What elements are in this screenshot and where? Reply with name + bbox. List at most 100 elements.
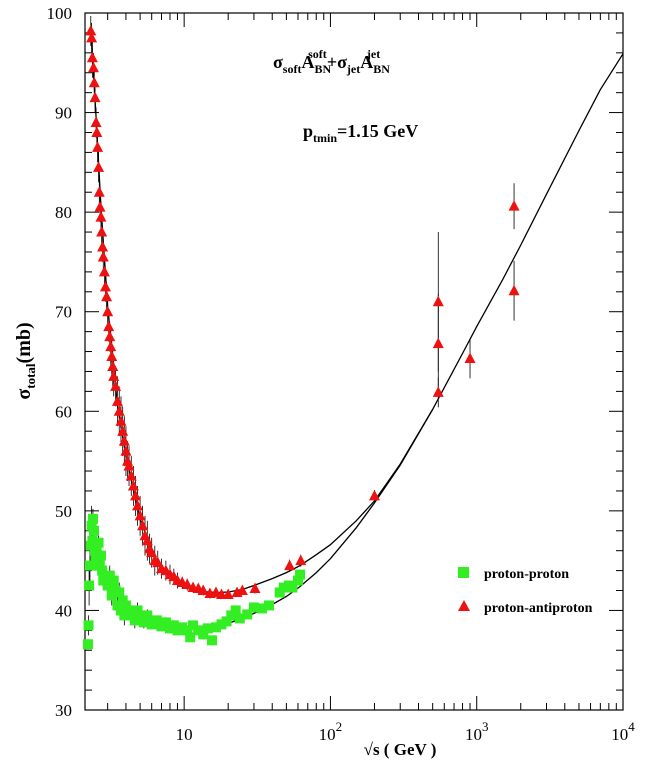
pbar-point bbox=[94, 201, 106, 212]
pp-point bbox=[230, 605, 241, 616]
pp-point bbox=[198, 629, 209, 640]
pbar-point bbox=[197, 584, 209, 596]
pp-point bbox=[87, 513, 98, 524]
y-tick-label: 40 bbox=[55, 601, 72, 620]
fit-pbar-curve bbox=[90, 27, 434, 594]
legend-marker-pbar bbox=[458, 600, 470, 611]
pp-point bbox=[151, 615, 162, 626]
pbar-point bbox=[113, 405, 125, 416]
pbar-point bbox=[104, 330, 116, 342]
pbar-point bbox=[432, 295, 444, 307]
pp-point bbox=[295, 569, 306, 580]
pbar-point bbox=[106, 350, 118, 362]
y-tick-label: 30 bbox=[55, 701, 72, 720]
pbar-point bbox=[95, 211, 107, 222]
x-axis-label: √s ( GeV ) bbox=[364, 740, 437, 759]
pbar-point bbox=[117, 425, 129, 436]
y-tick-label: 90 bbox=[55, 104, 72, 123]
pbar-point bbox=[141, 534, 153, 546]
pp-point bbox=[177, 622, 188, 633]
pbar-point bbox=[125, 470, 137, 481]
pp-point bbox=[188, 620, 199, 631]
pp-point bbox=[292, 575, 303, 586]
pp-point bbox=[278, 582, 289, 593]
pbar-point bbox=[96, 226, 108, 237]
pbar-point bbox=[89, 91, 101, 103]
pbar-point bbox=[87, 61, 99, 73]
pbar-point bbox=[110, 380, 122, 391]
pp-point bbox=[132, 605, 143, 616]
pbar-point bbox=[97, 250, 109, 262]
pp-point bbox=[182, 625, 193, 636]
pp-point bbox=[263, 600, 274, 611]
x-tick-labels: 10 102 103 104 bbox=[176, 719, 636, 744]
pbar-point bbox=[100, 280, 112, 292]
pbar-point bbox=[508, 284, 520, 296]
pbar-point bbox=[137, 519, 149, 531]
y-tick-label: 80 bbox=[55, 203, 72, 222]
pbar-point bbox=[432, 386, 444, 397]
pp-point bbox=[234, 613, 245, 624]
pp-point bbox=[221, 616, 232, 627]
x-tick-label: 102 bbox=[319, 719, 343, 744]
pp-point bbox=[95, 550, 106, 561]
pp-point bbox=[114, 587, 125, 598]
pbar-point bbox=[90, 116, 102, 128]
y-tick-label: 60 bbox=[55, 402, 72, 421]
pp-point bbox=[83, 620, 94, 631]
pbar-point bbox=[249, 582, 261, 594]
pbar-point bbox=[464, 352, 476, 364]
pbar-point bbox=[93, 161, 105, 172]
pp-point bbox=[82, 639, 93, 650]
pp-point bbox=[142, 610, 153, 621]
pp-point bbox=[210, 622, 221, 633]
pbar-point bbox=[134, 509, 146, 521]
pbar-point bbox=[103, 320, 115, 332]
pbar-point bbox=[111, 395, 123, 406]
plot-frame bbox=[84, 12, 624, 711]
pbar-point bbox=[86, 51, 98, 63]
pbar-point bbox=[118, 435, 130, 446]
pbar-point bbox=[97, 240, 109, 252]
pp-point bbox=[129, 615, 140, 626]
pbar-point bbox=[105, 340, 117, 352]
pp-point bbox=[185, 632, 196, 643]
pbar-point bbox=[181, 578, 193, 590]
pp-point bbox=[256, 603, 267, 614]
pp-point bbox=[202, 623, 213, 634]
y-axis-label: σtotal(mb) bbox=[13, 322, 38, 399]
pbar-point bbox=[85, 24, 97, 36]
pbar-point bbox=[108, 370, 120, 381]
pp-point bbox=[84, 580, 95, 591]
pbar-point bbox=[127, 479, 139, 491]
pbar-point bbox=[101, 290, 113, 302]
pbar-point bbox=[236, 584, 248, 596]
pbar-point bbox=[115, 415, 127, 426]
pp-point bbox=[242, 609, 253, 620]
pbar-point bbox=[132, 499, 144, 511]
pbar-point bbox=[295, 554, 307, 566]
legend-label-pbar: proton-antiproton bbox=[484, 601, 593, 616]
pbar-point bbox=[93, 186, 105, 197]
pbar-point bbox=[98, 265, 110, 277]
pbar-point bbox=[130, 489, 142, 501]
pbar-point bbox=[222, 588, 234, 599]
fit-curves bbox=[90, 27, 624, 630]
pp-point bbox=[89, 525, 100, 536]
legend-marker-pp bbox=[458, 567, 469, 578]
pp-point bbox=[102, 580, 113, 591]
pbar-point bbox=[146, 546, 158, 558]
pp-point bbox=[287, 582, 298, 593]
pp-point bbox=[206, 635, 217, 646]
x-tick-label: 104 bbox=[611, 719, 635, 744]
axis-ticks bbox=[85, 12, 624, 711]
pp-point bbox=[138, 617, 149, 628]
y-tick-label: 50 bbox=[55, 502, 72, 521]
data-markers bbox=[82, 24, 520, 650]
pbar-point bbox=[284, 559, 296, 571]
y-tick-label: 70 bbox=[55, 303, 72, 322]
legend: proton-proton proton-antiproton bbox=[458, 567, 593, 616]
pbar-point bbox=[91, 126, 103, 137]
pp-point bbox=[248, 602, 259, 613]
